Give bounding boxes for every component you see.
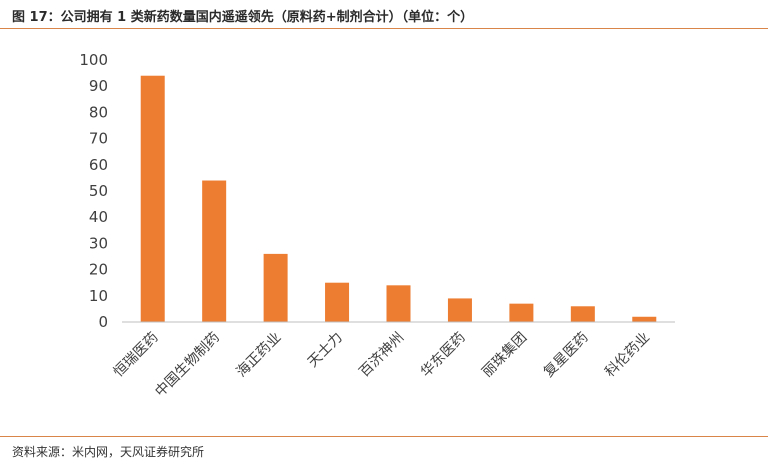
source-note: 资料来源：米内网，天风证券研究所 [12,445,205,459]
x-tick-label: 丽珠集团 [479,329,531,381]
source-divider [0,436,768,437]
title-bar: 图 17：公司拥有 1 类新药数量国内遥遥领先（原料药+制剂合计）（单位：个） [0,0,768,29]
y-tick-label: 50 [89,182,108,200]
x-tick-label: 天士力 [305,330,346,371]
bar [447,298,472,322]
y-tick-label: 20 [89,261,108,279]
bars [140,75,657,322]
bar [202,180,227,322]
figure-title: 图 17：公司拥有 1 类新药数量国内遥遥领先（原料药+制剂合计）（单位：个） [12,10,474,25]
bar [386,285,411,322]
y-tick-label: 30 [89,234,108,252]
x-tick-label: 恒瑞医药 [111,330,162,381]
y-tick-label: 60 [89,156,108,174]
x-tick-label: 百济神州 [356,330,407,381]
y-axis: 0 10 20 30 40 50 60 70 80 90 100 [79,51,108,331]
x-tick-label: 华东医药 [418,330,469,381]
y-tick-label: 100 [79,51,108,69]
y-tick-label: 40 [89,208,108,226]
bar [570,306,595,322]
y-tick-label: 10 [89,287,108,305]
bar [509,303,534,322]
x-tick-label: 海正药业 [234,330,285,381]
bar [140,75,165,322]
y-tick-label: 80 [89,103,108,121]
x-tick-label: 科伦药业 [602,330,653,381]
y-tick-label: 70 [89,130,108,148]
y-tick-label: 0 [98,313,108,331]
y-tick-label: 90 [89,77,108,95]
chart-area: 0 10 20 30 40 50 60 70 80 90 100 恒瑞医药 中国生物制药 海正药业 天士力… [0,28,768,438]
bar [263,253,288,322]
x-tick-label: 中国生物制药 [152,330,223,401]
x-tick-label: 复星医药 [540,329,592,381]
bar [632,316,657,322]
bar [325,282,350,322]
